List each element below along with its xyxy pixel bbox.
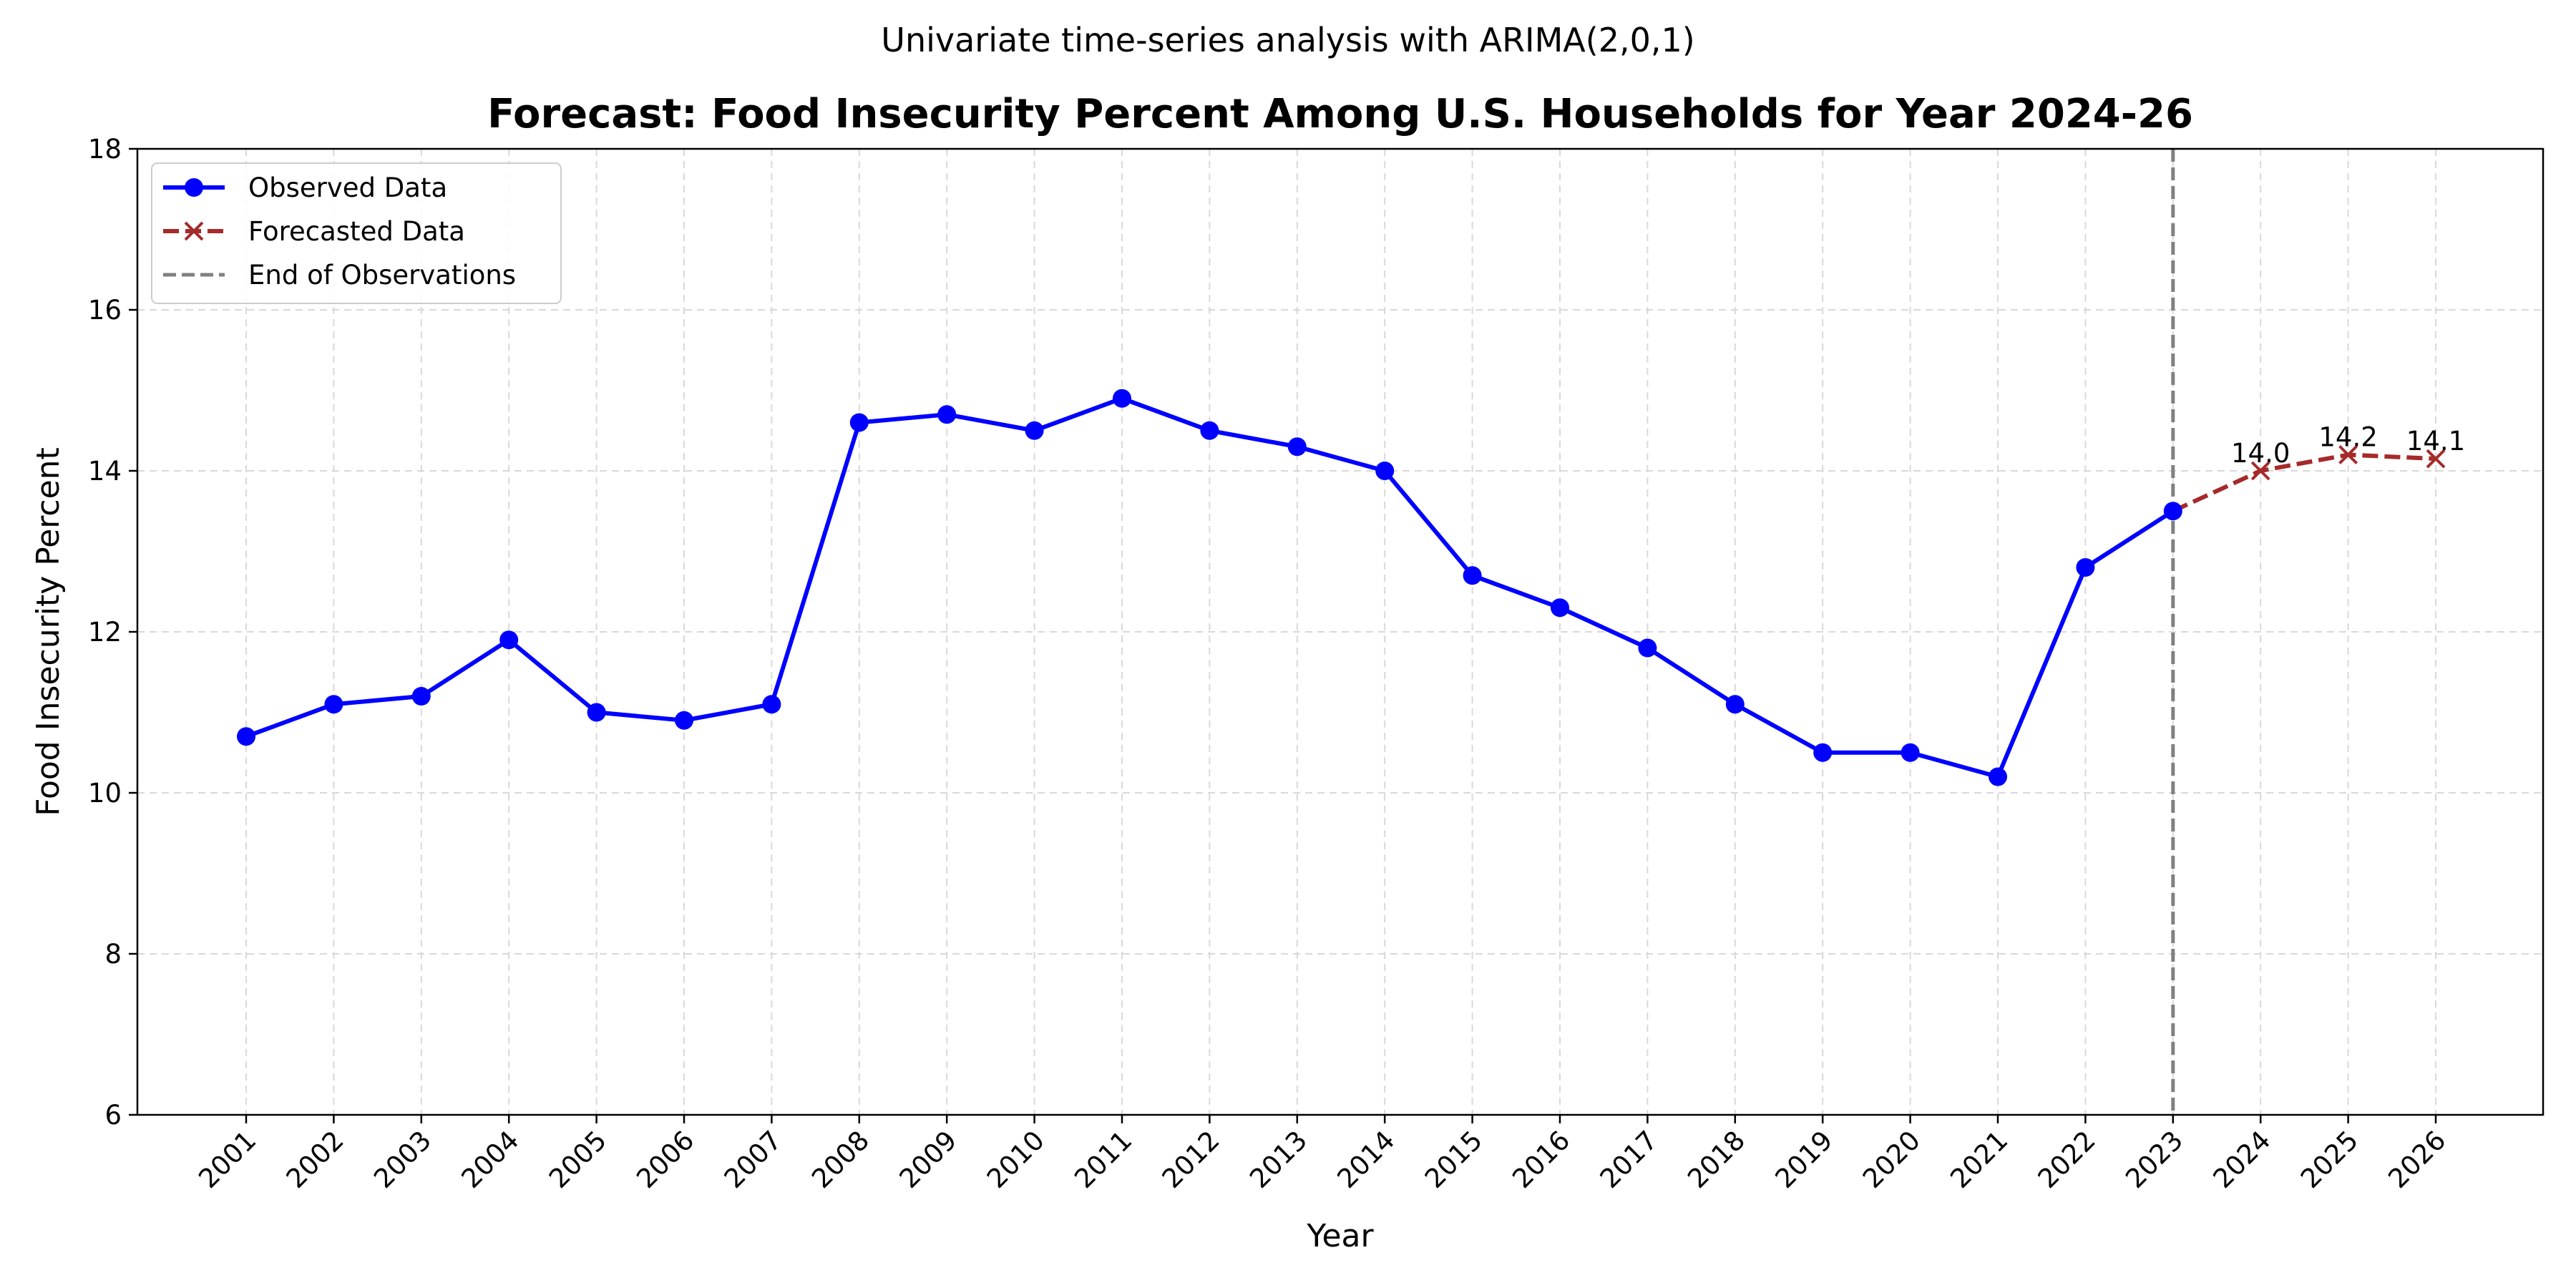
x-tick-label: 2007 — [718, 1125, 788, 1194]
y-axis: 6 8 10 12 14 16 18 — [88, 134, 137, 1131]
observed-point — [2076, 558, 2095, 577]
x-tick-label: 2010 — [981, 1125, 1050, 1194]
legend-label: Forecasted Data — [248, 216, 465, 247]
observed-point — [1725, 695, 1745, 714]
x-tick-label: 2019 — [1770, 1125, 1839, 1194]
x-tick-label: 2016 — [1506, 1125, 1576, 1194]
observed-point — [1463, 566, 1482, 585]
observed-point — [762, 695, 781, 714]
x-tick-label: 2006 — [630, 1125, 700, 1194]
x-tick-label: 2026 — [2382, 1125, 2451, 1194]
chart-suptitle: Univariate time-series analysis with ARI… — [881, 21, 1694, 59]
x-tick-label: 2015 — [1419, 1125, 1488, 1194]
x-tick-label: 2020 — [1857, 1125, 1926, 1194]
observed-point — [237, 727, 255, 746]
forecast-point — [2338, 445, 2358, 464]
legend-label: End of Observations — [248, 260, 516, 291]
legend-circle-marker — [185, 178, 203, 197]
x-tick-label: 2004 — [456, 1125, 525, 1194]
chart-title: Forecast: Food Insecurity Percent Among … — [487, 91, 2193, 137]
x-tick-label: 2018 — [1682, 1125, 1751, 1194]
x-tick-label: 2017 — [1594, 1125, 1664, 1194]
observed-point — [1113, 389, 1131, 408]
observed-point — [1025, 421, 1044, 440]
x-tick-label: 2008 — [806, 1125, 875, 1194]
observed-point — [1989, 767, 2007, 786]
observed-point — [937, 405, 957, 424]
observed-point — [324, 695, 343, 714]
x-tick-label: 2021 — [1944, 1125, 2014, 1194]
forecast-point — [2426, 449, 2446, 469]
observed-point — [2163, 502, 2182, 521]
x-tick-label: 2025 — [2295, 1125, 2364, 1194]
observed-point — [499, 630, 519, 650]
observed-point — [1200, 421, 1219, 440]
x-tick-label: 2005 — [543, 1125, 613, 1194]
observed-point — [1287, 437, 1307, 457]
x-tick-label: 2014 — [1332, 1125, 1401, 1194]
observed-point — [587, 703, 606, 722]
legend: Observed Data Forecasted Data End of Obser… — [151, 162, 562, 304]
x-tick-label: 2002 — [280, 1125, 350, 1194]
observed-point — [1551, 598, 1569, 618]
observed-point — [675, 711, 693, 730]
grid-lines — [137, 148, 2543, 1116]
data-labels: 14.0 14.2 14.1 — [2231, 422, 2465, 469]
legend-box — [151, 162, 562, 304]
x-tick-label: 2012 — [1156, 1125, 1226, 1194]
forecast-data-label: 14.2 — [2318, 422, 2377, 453]
x-tick-label: 2024 — [2207, 1125, 2277, 1194]
x-tick-label: 2022 — [2032, 1125, 2102, 1194]
y-tick-label: 8 — [104, 939, 122, 970]
x-axis: 2001 2002 2003 2004 2005 2006 2007 2008 2009 2010… — [192, 1115, 2451, 1194]
x-tick-label: 2003 — [368, 1125, 437, 1194]
forecast-series-line — [2172, 452, 2436, 513]
x-tick-label: 2023 — [2119, 1125, 2189, 1194]
x-tick-label: 2013 — [1244, 1125, 1313, 1194]
y-tick-label: 14 — [88, 456, 122, 487]
x-axis-label: Year — [1306, 1218, 1374, 1254]
observed-point — [411, 687, 431, 706]
forecast-data-label: 14.0 — [2231, 438, 2290, 469]
observed-point — [1901, 743, 1920, 762]
observed-point — [1375, 462, 1395, 480]
forecast-data-label: 14.1 — [2406, 426, 2465, 457]
x-tick-label: 2001 — [192, 1125, 262, 1194]
y-tick-label: 10 — [88, 778, 122, 809]
y-tick-label: 12 — [88, 617, 122, 648]
data-series — [237, 389, 2446, 786]
y-axis-label: Food Insecurity Percent — [30, 447, 67, 816]
observed-point — [1638, 638, 1657, 658]
y-tick-label: 18 — [88, 134, 122, 165]
y-tick-label: 6 — [104, 1100, 122, 1131]
legend-label: Observed Data — [248, 172, 447, 203]
forecast-point — [2250, 461, 2270, 481]
y-tick-label: 16 — [88, 295, 122, 326]
observed-point — [1813, 743, 1833, 762]
legend-x-marker — [184, 221, 204, 241]
x-tick-label: 2009 — [894, 1125, 963, 1194]
observed-point — [849, 413, 869, 432]
x-tick-label: 2011 — [1068, 1125, 1138, 1194]
